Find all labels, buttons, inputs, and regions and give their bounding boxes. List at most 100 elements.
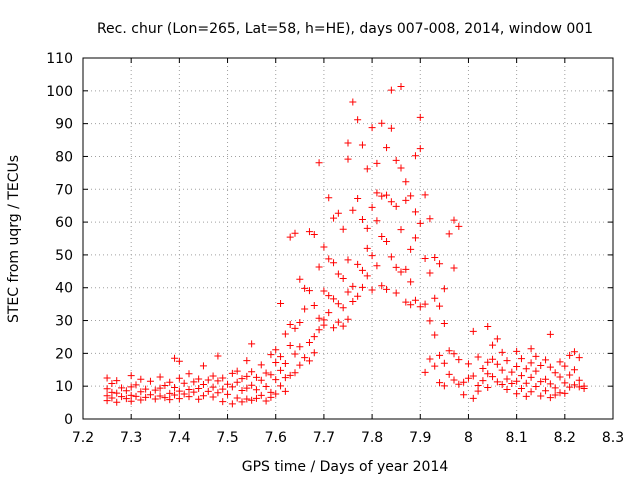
data-point bbox=[503, 385, 511, 393]
data-point bbox=[426, 269, 434, 277]
data-point bbox=[354, 292, 362, 300]
data-point bbox=[339, 304, 347, 312]
data-point bbox=[310, 231, 318, 239]
data-point bbox=[575, 354, 583, 362]
data-point bbox=[286, 233, 294, 241]
data-point bbox=[450, 376, 458, 384]
data-point bbox=[325, 255, 333, 263]
data-point bbox=[325, 292, 333, 300]
data-point bbox=[344, 288, 352, 296]
data-point bbox=[537, 362, 545, 370]
data-point bbox=[320, 243, 328, 251]
data-point bbox=[358, 215, 366, 223]
data-point bbox=[315, 326, 323, 334]
data-point bbox=[397, 226, 405, 234]
data-point bbox=[204, 387, 212, 395]
data-point bbox=[383, 144, 391, 152]
data-point bbox=[320, 287, 328, 295]
data-point bbox=[513, 390, 521, 398]
data-point bbox=[286, 320, 294, 328]
data-point bbox=[272, 346, 280, 354]
data-points bbox=[103, 83, 588, 408]
y-tick-label: 40 bbox=[55, 281, 73, 297]
x-tick-label: 7.7 bbox=[313, 430, 335, 446]
x-tick-label: 7.8 bbox=[361, 430, 383, 446]
data-point bbox=[556, 389, 564, 397]
data-point bbox=[248, 340, 256, 348]
data-point bbox=[195, 384, 203, 392]
data-point bbox=[339, 275, 347, 283]
data-point bbox=[267, 371, 275, 379]
data-point bbox=[513, 377, 521, 385]
data-point bbox=[296, 275, 304, 283]
data-point bbox=[175, 357, 183, 365]
data-point bbox=[199, 362, 207, 370]
data-point bbox=[378, 119, 386, 127]
x-tick-label: 8.3 bbox=[602, 430, 624, 446]
data-point bbox=[305, 339, 313, 347]
data-point bbox=[238, 398, 246, 406]
data-point bbox=[127, 391, 135, 399]
data-point bbox=[272, 390, 280, 398]
data-point bbox=[546, 380, 554, 388]
y-tick-label: 50 bbox=[55, 248, 73, 264]
data-point bbox=[281, 330, 289, 338]
data-point bbox=[238, 375, 246, 383]
x-tick-label: 8.2 bbox=[554, 430, 576, 446]
data-point bbox=[378, 282, 386, 290]
data-point bbox=[556, 358, 564, 366]
data-point bbox=[566, 383, 574, 391]
data-point bbox=[402, 178, 410, 186]
y-tick-label: 110 bbox=[46, 51, 73, 67]
data-point bbox=[546, 394, 554, 402]
data-point bbox=[175, 395, 183, 403]
data-point bbox=[546, 330, 554, 338]
x-axis-label: GPS time / Days of year 2014 bbox=[242, 459, 449, 475]
data-point bbox=[132, 381, 140, 389]
data-point bbox=[397, 83, 405, 91]
y-tick-label: 60 bbox=[55, 215, 73, 231]
y-tick-label: 70 bbox=[55, 182, 73, 198]
data-point bbox=[407, 245, 415, 253]
data-point bbox=[368, 203, 376, 211]
data-point bbox=[431, 362, 439, 370]
data-point bbox=[103, 374, 111, 382]
data-point bbox=[219, 385, 227, 393]
data-point bbox=[542, 356, 550, 364]
data-point bbox=[166, 389, 174, 397]
data-point bbox=[445, 230, 453, 238]
data-point bbox=[339, 322, 347, 330]
data-point bbox=[455, 356, 463, 364]
data-point bbox=[469, 372, 477, 380]
data-point bbox=[156, 392, 164, 400]
data-point bbox=[527, 388, 535, 396]
data-point bbox=[517, 384, 525, 392]
data-point bbox=[252, 373, 260, 381]
data-point bbox=[137, 375, 145, 383]
data-point bbox=[397, 164, 405, 172]
data-point bbox=[175, 387, 183, 395]
data-point bbox=[431, 294, 439, 302]
data-point bbox=[281, 387, 289, 395]
data-point bbox=[431, 331, 439, 339]
data-point bbox=[199, 392, 207, 400]
data-point bbox=[334, 300, 342, 308]
data-point bbox=[522, 392, 530, 400]
data-point bbox=[566, 351, 574, 359]
data-point bbox=[484, 358, 492, 366]
data-point bbox=[354, 260, 362, 268]
data-point bbox=[305, 357, 313, 365]
data-point bbox=[185, 393, 193, 401]
data-point bbox=[493, 335, 501, 343]
data-point bbox=[122, 387, 130, 395]
data-point bbox=[325, 309, 333, 317]
x-tick-label: 7.4 bbox=[168, 430, 190, 446]
data-point bbox=[137, 388, 145, 396]
data-point bbox=[411, 208, 419, 216]
data-point bbox=[469, 327, 477, 335]
data-point bbox=[296, 319, 304, 327]
data-point bbox=[272, 359, 280, 367]
data-point bbox=[426, 355, 434, 363]
data-point bbox=[243, 372, 251, 380]
data-point bbox=[440, 285, 448, 293]
